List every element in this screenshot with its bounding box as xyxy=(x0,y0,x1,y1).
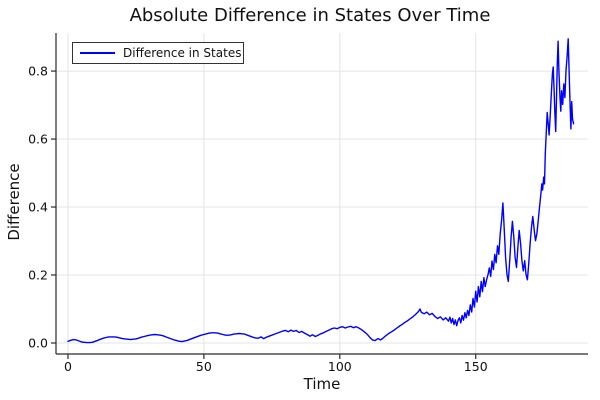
legend-label: Difference in States xyxy=(123,46,242,60)
y-tick-label: 0.6 xyxy=(28,132,48,147)
legend-line-sample xyxy=(80,52,115,54)
y-tick-label: 0.2 xyxy=(28,268,48,283)
chart-title: Absolute Difference in States Over Time xyxy=(129,5,491,26)
x-tick-label: 150 xyxy=(464,359,488,374)
difference-line-series xyxy=(67,38,575,344)
y-tick-label: 0.4 xyxy=(28,200,48,215)
y-tick-label: 0.8 xyxy=(28,64,48,79)
x-tick-label: 0 xyxy=(64,359,72,374)
x-tick-label: 50 xyxy=(196,359,212,374)
y-tick-label: 0.0 xyxy=(28,335,48,350)
y-axis-label: Difference xyxy=(5,163,23,241)
x-tick-label: 100 xyxy=(328,359,352,374)
legend: Difference in States xyxy=(72,42,244,64)
x-axis-label: Time xyxy=(303,375,341,393)
